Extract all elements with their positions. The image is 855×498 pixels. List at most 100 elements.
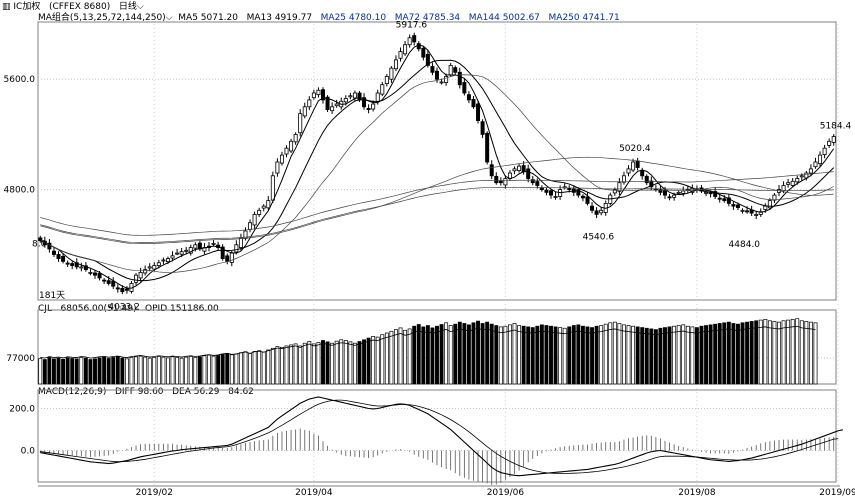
candle-body (717, 197, 722, 200)
volume-bar (120, 357, 125, 385)
candle-body (485, 132, 490, 163)
ma-line-ma250 (40, 187, 834, 243)
candle-body (539, 187, 544, 191)
volume-bar (767, 320, 772, 385)
volume-bar (590, 327, 594, 385)
volume-bar (722, 322, 727, 385)
volume-bar (97, 357, 102, 385)
volume-bar (690, 326, 695, 385)
candle-body (722, 198, 727, 202)
candle-body (553, 196, 558, 198)
dea-value: DEA 56.29 (172, 387, 220, 397)
volume-bar (384, 332, 389, 385)
volume-bar (466, 324, 471, 385)
chart-icon: ▥ (2, 2, 11, 12)
volume-bar (357, 341, 362, 385)
time-tick-label: 2019/08 (678, 488, 716, 498)
volume-bar (653, 329, 658, 385)
candle-body (731, 204, 736, 207)
candle-body (412, 35, 417, 43)
volume-bar (485, 321, 490, 385)
candle-body (284, 147, 289, 155)
candle-body (266, 200, 271, 209)
volume-bar (731, 323, 736, 385)
volume-bar (517, 325, 522, 385)
candle-body (576, 189, 581, 196)
volume-bar (649, 328, 654, 385)
volume-bar (366, 337, 371, 385)
volume-bar (494, 325, 499, 385)
volume-bar (220, 353, 225, 385)
volume-bar (348, 341, 353, 385)
volume-bar (717, 323, 722, 385)
volume-bar (489, 323, 494, 385)
chevron-down-icon: ⌵ (136, 2, 144, 12)
volume-bar (539, 324, 544, 385)
opid-value: OPID 151186.00 (145, 304, 219, 314)
volume-bar (394, 329, 398, 385)
volume-bar (694, 327, 699, 385)
candle-body (111, 280, 116, 287)
candle-body (279, 154, 284, 164)
volume-bar (184, 356, 189, 385)
ma-group-select[interactable]: MA组合(5,13,25,72,144,250)⌵ (38, 13, 173, 23)
volume-bar (70, 358, 75, 385)
volume-bar (193, 357, 198, 385)
candle-body (161, 259, 166, 262)
volume-bar (403, 329, 408, 385)
volume-bar (311, 343, 316, 385)
period-select[interactable]: 日线⌵ (118, 2, 144, 12)
ma72-value: MA72 4785.34 (394, 13, 461, 23)
volume-bar (79, 357, 84, 385)
candle-body (65, 262, 70, 265)
time-tick-label: 2019/09 (819, 488, 855, 498)
volume-bar (799, 320, 804, 385)
candle-body (590, 205, 595, 211)
volume-bar (302, 342, 307, 385)
candle-body (612, 189, 617, 194)
price-annotation: 5020.4 (619, 144, 651, 154)
candle-body (795, 178, 800, 183)
volume-bar (626, 325, 631, 385)
candle-body (211, 243, 216, 245)
price-annotation: 5184.4 (820, 122, 852, 132)
volume-bar (663, 327, 667, 385)
volume-bar (275, 346, 280, 385)
volume-bar (795, 318, 800, 385)
candle-body (831, 136, 836, 143)
volume-bar (617, 323, 622, 385)
candle-body (134, 274, 139, 283)
candle-body (421, 47, 426, 58)
volume-bar (88, 359, 93, 385)
volume-bar (667, 326, 672, 385)
candle-body (617, 182, 622, 192)
volume-bar (704, 325, 708, 385)
candle-body (822, 147, 827, 155)
candle-body (156, 262, 161, 266)
ma-line-ma72 (40, 156, 834, 244)
candle-body (530, 179, 535, 184)
candle-body (425, 53, 430, 66)
candle-body (494, 175, 499, 184)
volume-bar (676, 325, 681, 385)
volume-bar (47, 357, 52, 385)
volume-bar (175, 357, 180, 385)
ma-line-ma144 (40, 171, 834, 236)
volume-bar (503, 325, 508, 385)
symbol-label: IC加权 (13, 2, 41, 12)
candle-body (658, 189, 663, 193)
volume-bar (508, 324, 512, 385)
volume-bar (362, 339, 366, 385)
volume-label: CJL (38, 304, 52, 314)
volume-bar (334, 340, 339, 385)
candle-body (631, 161, 636, 171)
volume-bar (124, 358, 129, 385)
candle-body (544, 189, 549, 193)
candle-body (61, 255, 66, 262)
candle-body (827, 140, 832, 146)
volume-bar (685, 325, 690, 385)
candle-body (640, 169, 645, 177)
candle-body (626, 168, 631, 174)
candle-body (526, 168, 531, 179)
